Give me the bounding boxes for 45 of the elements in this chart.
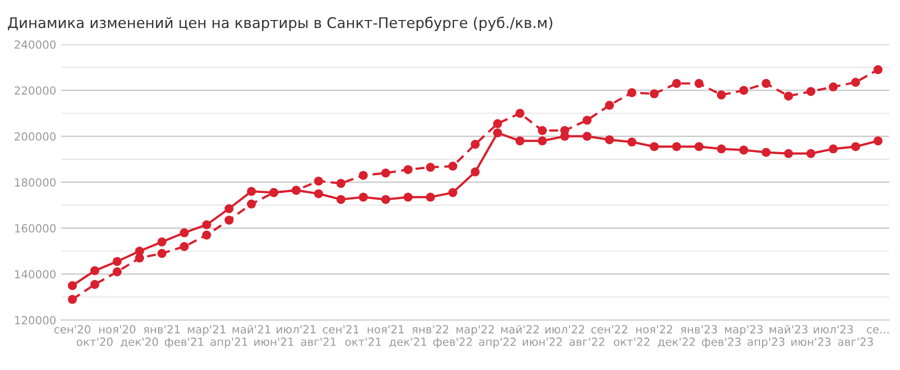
y-tick-label: 160000 bbox=[15, 224, 56, 233]
x-tick-label: сен'22 bbox=[591, 325, 628, 334]
x-tick-label: мар'22 bbox=[456, 325, 494, 336]
x-tick-label: ноя'22 bbox=[636, 325, 672, 334]
x-tick-label: дек'21 bbox=[389, 338, 426, 348]
x-tick-label: се... bbox=[866, 327, 889, 334]
x-tick-label: май'22 bbox=[501, 324, 539, 334]
x-tick-label: ноя'20 bbox=[99, 325, 136, 334]
x-tick-label: апр'22 bbox=[479, 338, 516, 348]
x-tick-label: окт'21 bbox=[345, 338, 381, 346]
y-tick-label: 240000 bbox=[14, 40, 56, 49]
x-tick-label: июн'23 bbox=[791, 338, 830, 346]
x-tick-label: янв'22 bbox=[412, 325, 448, 334]
x-tick-label: апр'23 bbox=[748, 338, 784, 348]
x-tick-label: июн'21 bbox=[254, 338, 294, 346]
x-tick-label: янв'23 bbox=[680, 325, 717, 334]
x-tick-label: мар'21 bbox=[188, 325, 226, 336]
y-tick-label: 200000 bbox=[14, 132, 56, 141]
x-tick-label: июл'21 bbox=[276, 325, 316, 334]
x-tick-label: окт'20 bbox=[76, 338, 113, 346]
x-tick-label: фев'23 bbox=[702, 338, 741, 348]
x-tick-label: дек'20 bbox=[120, 338, 158, 348]
x-tick-label: фев'21 bbox=[164, 338, 204, 348]
x-tick-label: май'21 bbox=[232, 324, 270, 334]
x-tick-label: июн'22 bbox=[522, 338, 562, 346]
x-tick-label: авг'21 bbox=[301, 338, 336, 346]
chart-title: Динамика изменений цен на квартиры в Санкт-Петербурге (руб./кв.м) bbox=[8, 16, 552, 32]
x-tick-label: авг'23 bbox=[838, 338, 873, 346]
x-tick-label: мар'23 bbox=[725, 325, 763, 336]
y-tick-label: 220000 bbox=[14, 86, 56, 95]
x-tick-label: июл'23 bbox=[814, 325, 853, 334]
x-tick-label: июл'22 bbox=[545, 325, 584, 334]
y-tick-label: 120000 bbox=[15, 316, 56, 324]
x-tick-label: янв'21 bbox=[144, 325, 180, 334]
x-tick-label: май'23 bbox=[770, 324, 808, 334]
x-tick-label: апр'21 bbox=[210, 338, 248, 348]
x-tick-label: сен'20 bbox=[54, 325, 90, 334]
x-tick-label: окт'22 bbox=[614, 338, 650, 346]
x-tick-label: дек'22 bbox=[658, 338, 695, 348]
x-tick-label: ноя'21 bbox=[368, 325, 404, 334]
x-tick-label: фев'22 bbox=[433, 338, 472, 348]
x-tick-label: сен'21 bbox=[322, 325, 359, 334]
y-tick-label: 140000 bbox=[15, 270, 56, 278]
y-tick-label: 180000 bbox=[15, 178, 56, 187]
x-tick-label: авг'22 bbox=[570, 338, 604, 346]
